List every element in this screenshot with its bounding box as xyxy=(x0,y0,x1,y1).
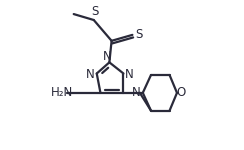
Text: N: N xyxy=(86,69,95,81)
Text: N: N xyxy=(132,86,141,99)
Text: S: S xyxy=(135,28,143,41)
Text: N: N xyxy=(103,50,112,63)
Text: O: O xyxy=(177,86,186,99)
Text: N: N xyxy=(125,69,134,81)
Text: H₂N: H₂N xyxy=(51,86,73,99)
Text: S: S xyxy=(91,5,98,18)
